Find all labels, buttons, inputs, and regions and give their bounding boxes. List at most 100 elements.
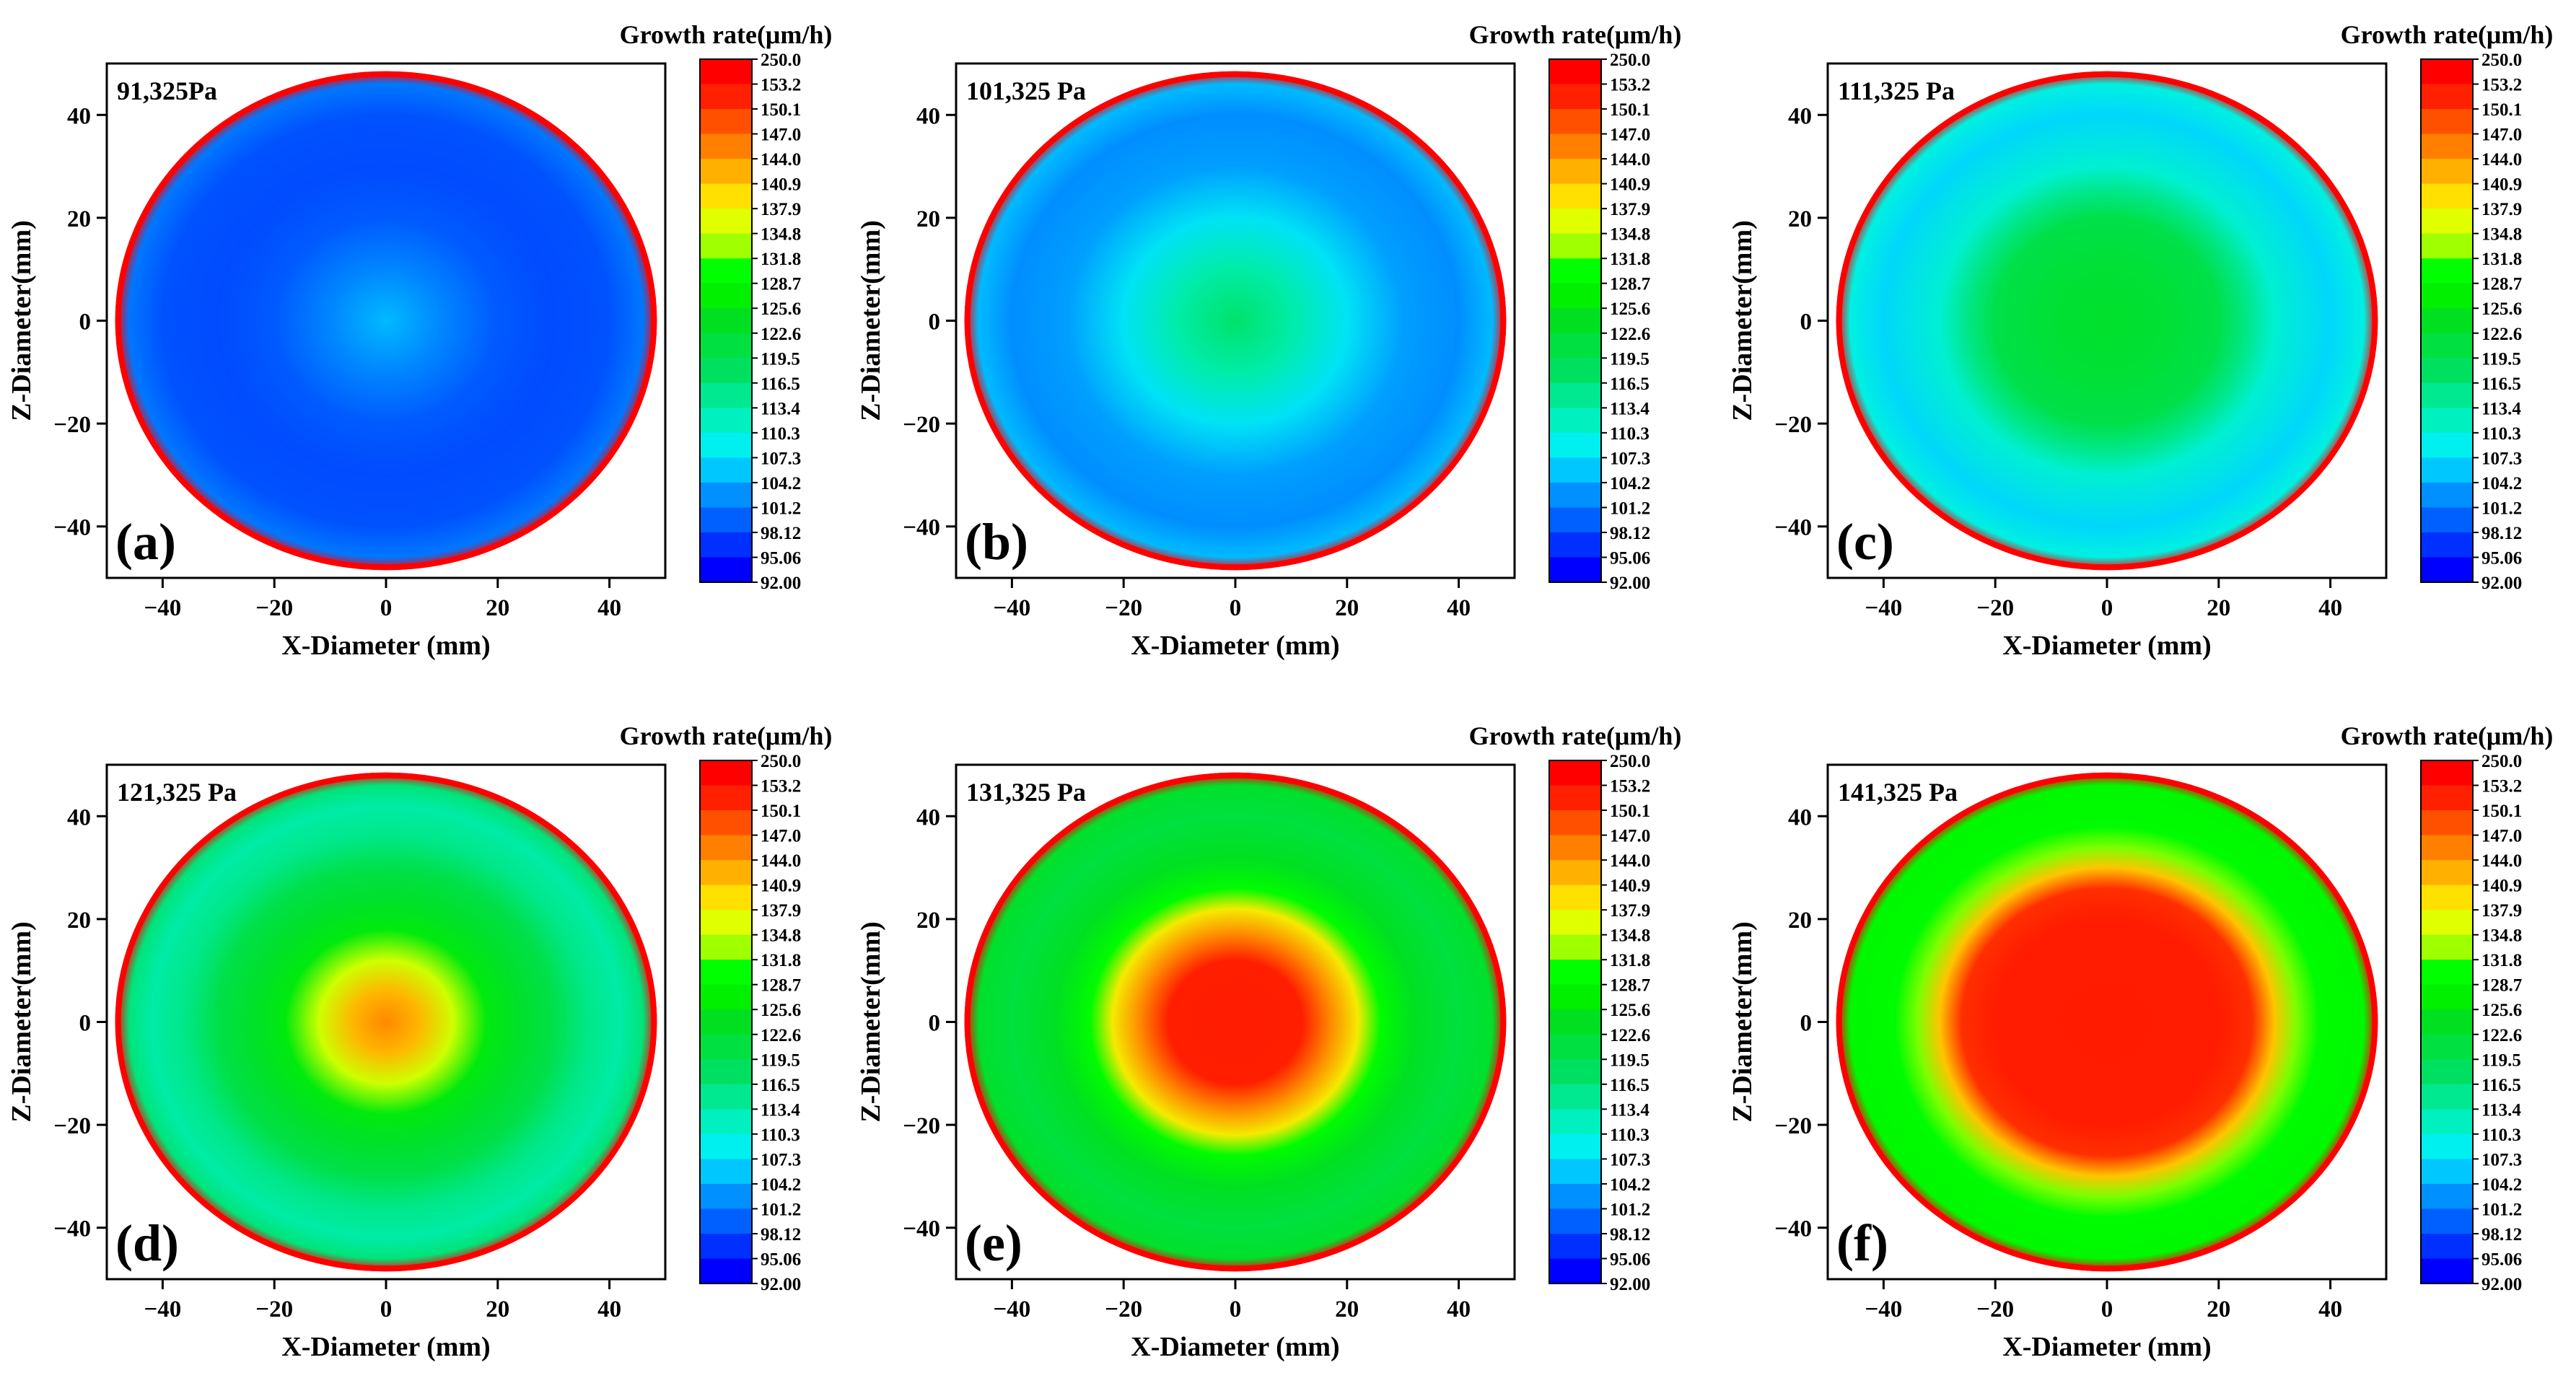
colorbar-tick-label: 122.6 (761, 1026, 801, 1045)
colorbar-tick-label: 153.2 (2481, 76, 2522, 95)
colorbar-tick-label: 101.2 (2481, 1200, 2522, 1219)
colorbar-tick-label: 128.7 (761, 976, 801, 996)
colorbar-segment (2421, 1233, 2473, 1260)
colorbar-segment (1549, 283, 1601, 310)
panel-label: (e) (965, 1214, 1022, 1272)
colorbar-title: Growth rate(μm/h) (1469, 20, 1682, 49)
colorbar-segment (700, 860, 752, 886)
colorbar-tick-label: 147.0 (2481, 126, 2522, 145)
x-tick-label: −40 (144, 1296, 181, 1322)
colorbar-segment (700, 835, 752, 861)
colorbar-segment (2421, 159, 2473, 185)
colorbar-tick-label: 250.0 (2481, 51, 2522, 70)
heatmap-disk (115, 71, 657, 571)
colorbar-tick-label: 116.5 (2481, 1076, 2521, 1095)
colorbar-tick-label: 131.8 (761, 250, 801, 269)
colorbar-tick-label: 107.3 (1610, 449, 1650, 468)
colorbar-tick-label: 116.5 (1610, 1076, 1650, 1095)
colorbar-segment (1549, 1084, 1601, 1110)
panel-d: −40 −20 0 20 40 −40 −20 0 20 40 X-Diameter (mm) Z-D… (6, 721, 832, 1362)
edge-rim (1836, 71, 2378, 571)
colorbar-segment (700, 183, 752, 209)
colorbar-segment (1549, 507, 1601, 533)
x-tick-label: −20 (1976, 595, 2014, 621)
colorbar-segment (1549, 382, 1601, 409)
colorbar-segment (700, 133, 752, 159)
colorbar-segment (2421, 860, 2473, 886)
colorbar-frame (699, 58, 753, 583)
colorbar-tick-label: 131.8 (2481, 951, 2522, 970)
colorbar-segment (2421, 308, 2473, 334)
colorbar-tick-label: 250.0 (1610, 752, 1650, 771)
colorbar-tick-label: 153.2 (2481, 777, 2522, 796)
colorbar: 250.0 153.2 150.1 147.0 144.0 140.9 137.9 134.8… (1469, 721, 1682, 1294)
colorbar-tick-label: 250.0 (761, 51, 801, 70)
colorbar-tick-label: 128.7 (1610, 275, 1650, 294)
colorbar-segment (1549, 457, 1601, 483)
y-tick-label: 40 (1788, 103, 1812, 129)
colorbar-segment (2421, 960, 2473, 986)
panel-label: (d) (115, 1214, 179, 1272)
colorbar-tick-label: 95.06 (2481, 1250, 2522, 1269)
colorbar-tick-label: 134.8 (1610, 225, 1650, 245)
colorbar-tick-label: 131.8 (1610, 951, 1650, 970)
panel-a: −40 −20 0 20 40 −40 −20 0 20 40 X-Diameter (mm) Z-D… (6, 20, 832, 661)
x-axis-label: X-Diameter (mm) (2002, 631, 2211, 661)
y-tick-label: −40 (1774, 1216, 1812, 1242)
colorbar-tick-label: 134.8 (1610, 926, 1650, 946)
y-tick-label: 20 (67, 908, 91, 934)
colorbar-segment (2421, 183, 2473, 209)
colorbar-tick-label: 125.6 (1610, 1001, 1650, 1020)
colorbar-segment (1549, 358, 1601, 384)
colorbar-tick-label: 98.12 (1610, 1225, 1650, 1245)
colorbar-segment (1549, 810, 1601, 836)
colorbar-segment (700, 408, 752, 434)
colorbar-segment (1549, 258, 1601, 284)
colorbar-frame (699, 760, 753, 1284)
x-tick-label: −20 (1105, 1296, 1142, 1322)
colorbar-segment (700, 885, 752, 910)
colorbar-tick-label: 140.9 (2481, 175, 2522, 195)
colorbar-segment (700, 308, 752, 334)
x-tick-label: 20 (2207, 1296, 2230, 1322)
colorbar-segment (700, 84, 752, 110)
colorbar-segment (700, 333, 752, 359)
colorbar-segment (1549, 183, 1601, 209)
panel-label: (a) (115, 513, 176, 571)
panel-f: −40 −20 0 20 40 −40 −20 0 20 40 X-Diameter (mm) Z-D… (1727, 721, 2553, 1362)
colorbar-segment (700, 1009, 752, 1035)
colorbar-tick-label: 107.3 (761, 449, 801, 468)
colorbar-segment (700, 557, 752, 583)
colorbar-title: Growth rate(μm/h) (2341, 20, 2554, 49)
heatmap-disk (964, 772, 1507, 1272)
colorbar-segment (1549, 59, 1601, 85)
colorbar-tick-label: 110.3 (1610, 424, 1650, 444)
colorbar-segment (2421, 1159, 2473, 1185)
colorbar-tick-label: 107.3 (2481, 1150, 2522, 1169)
colorbar-segment (700, 1034, 752, 1061)
colorbar-segment (700, 532, 752, 558)
heatmap-disk (115, 772, 657, 1272)
colorbar-tick-label: 95.06 (761, 1250, 801, 1269)
colorbar-segment (700, 109, 752, 135)
edge-rim (1836, 772, 2378, 1272)
colorbar-tick-label: 110.3 (761, 1125, 800, 1145)
x-tick-label: 20 (1335, 1296, 1359, 1322)
y-tick-label: −40 (1774, 515, 1812, 541)
colorbar-tick-label: 150.1 (2481, 100, 2522, 120)
colorbar-segment (1549, 960, 1601, 986)
colorbar-tick-label: 110.3 (761, 424, 800, 444)
colorbar-tick-label: 250.0 (2481, 752, 2522, 771)
y-tick-label: 0 (929, 1011, 941, 1037)
x-tick-label: 40 (1447, 595, 1471, 621)
colorbar: 250.0 153.2 150.1 147.0 144.0 140.9 137.9 134.8… (620, 20, 833, 593)
x-tick-label: 40 (2318, 595, 2342, 621)
colorbar-tick-label: 153.2 (761, 777, 801, 796)
colorbar-segment (700, 1109, 752, 1135)
colorbar-segment (700, 910, 752, 936)
x-tick-label: 40 (1447, 1296, 1471, 1322)
colorbar-segment (2421, 910, 2473, 936)
y-tick-label: 20 (1788, 908, 1812, 934)
edge-rim (115, 772, 657, 1272)
